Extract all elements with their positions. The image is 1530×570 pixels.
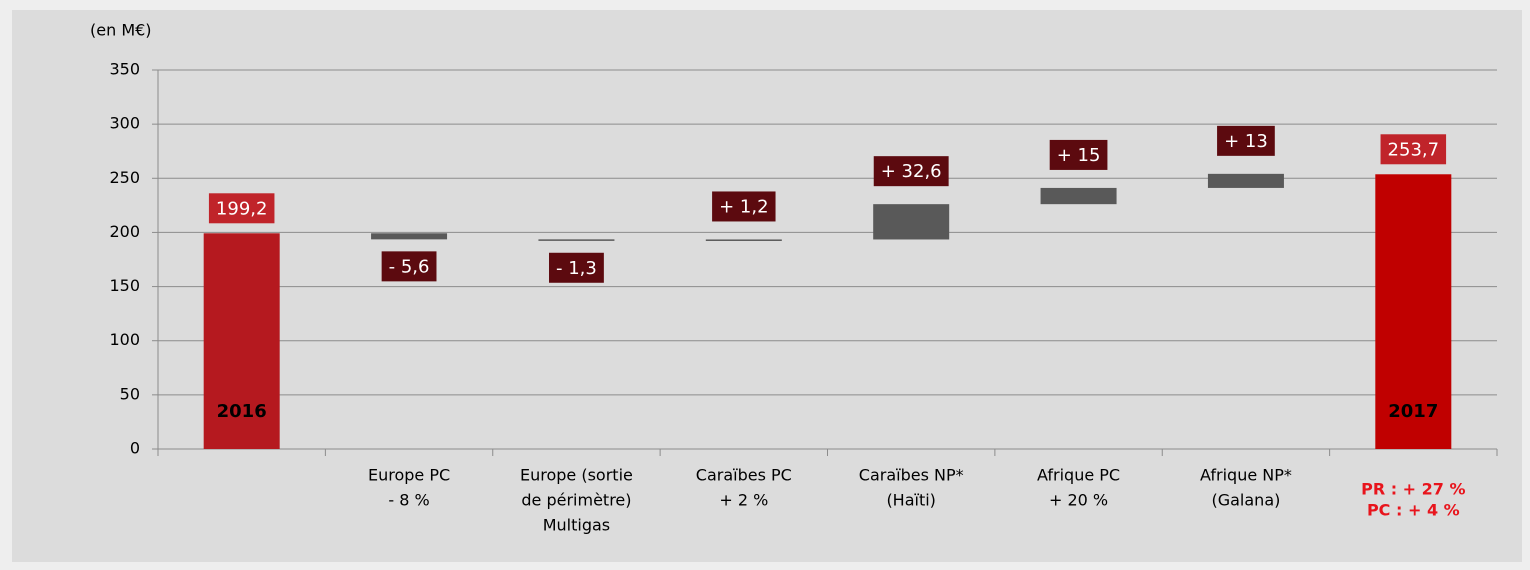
x-tick-label: Afrique NP* [1200, 466, 1292, 485]
x-tick-label: Afrique PC [1037, 466, 1120, 485]
x-tick-label: PR : + 27 % [1361, 480, 1465, 499]
x-tick-label: Europe PC [368, 466, 450, 485]
x-tick-label: - 8 % [388, 491, 429, 510]
x-tick-label: Caraïbes NP* [859, 466, 964, 485]
value-label-bg [1049, 139, 1108, 170]
bar-text: 2016 [217, 401, 267, 422]
value-label-bg [208, 193, 275, 224]
x-tick-label: Multigas [543, 516, 610, 535]
x-tick-label: + 20 % [1049, 491, 1108, 510]
bar [1207, 173, 1284, 188]
value-label: + 13 [1217, 125, 1275, 156]
bar [705, 239, 782, 241]
value-label-text: - 1,3 [556, 258, 597, 279]
bar [538, 239, 615, 241]
value-label-text: 199,2 [216, 198, 268, 219]
value-label-text: + 32,6 [881, 161, 942, 182]
value-label-text: + 15 [1057, 145, 1101, 166]
y-tick-label: 100 [109, 330, 140, 349]
y-tick-label: 200 [109, 222, 140, 241]
bar [1375, 174, 1452, 449]
value-label: 253,7 [1380, 134, 1447, 165]
value-label: + 15 [1049, 139, 1108, 170]
value-label-bg [549, 252, 604, 283]
x-tick-label: de périmètre) [521, 491, 631, 510]
bar [873, 204, 950, 240]
value-label-bg [1217, 125, 1275, 156]
value-label: - 5,6 [381, 251, 437, 282]
x-tick-label: (Galana) [1211, 491, 1280, 510]
y-tick-label: 300 [109, 114, 140, 133]
bar [203, 233, 280, 449]
y-tick-label: 150 [109, 276, 140, 295]
x-tick-label: Europe (sortie [520, 466, 633, 485]
value-label-text: - 5,6 [389, 256, 430, 277]
value-label-bg [1380, 134, 1447, 165]
y-tick-label: 0 [130, 439, 140, 458]
bar [371, 233, 448, 240]
x-tick-label: (Haïti) [886, 491, 935, 510]
x-tick-label: Caraïbes PC [696, 466, 792, 485]
y-tick-label: 50 [120, 384, 140, 403]
y-axis-label: (en M€) [90, 21, 152, 40]
value-label-text: 253,7 [1388, 139, 1440, 160]
value-label: - 1,3 [549, 252, 604, 283]
value-label-text: + 13 [1224, 131, 1268, 152]
value-label-bg [873, 156, 949, 187]
value-label-bg [712, 191, 776, 222]
value-label: + 1,2 [712, 191, 776, 222]
bar [1040, 187, 1117, 205]
y-tick-label: 350 [109, 60, 140, 79]
y-tick-label: 250 [109, 168, 140, 187]
bar-text: 2017 [1388, 401, 1438, 422]
value-label: 199,2 [208, 193, 275, 224]
x-tick-label: + 2 % [719, 491, 768, 510]
value-label-text: + 1,2 [719, 196, 768, 217]
x-tick-label: PC : + 4 % [1367, 501, 1460, 520]
value-label: + 32,6 [873, 156, 949, 187]
value-label-bg [381, 251, 437, 282]
